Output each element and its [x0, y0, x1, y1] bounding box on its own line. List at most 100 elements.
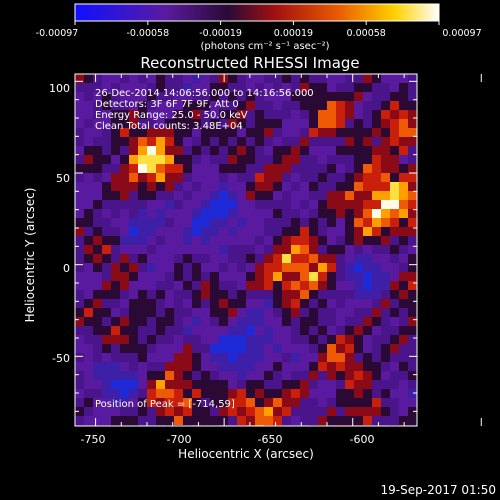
image-pixel — [183, 362, 193, 372]
image-pixel — [210, 272, 220, 282]
image-pixel — [165, 263, 175, 273]
image-pixel — [84, 92, 94, 102]
image-pixel — [390, 110, 400, 120]
image-pixel — [75, 191, 85, 201]
image-pixel — [264, 209, 274, 219]
image-pixel — [363, 344, 373, 354]
image-pixel — [408, 164, 417, 174]
image-pixel — [336, 209, 346, 219]
image-pixel — [282, 218, 292, 228]
image-pixel — [246, 182, 256, 192]
image-pixel — [255, 299, 265, 309]
image-pixel — [183, 191, 193, 201]
image-pixel — [75, 182, 85, 192]
image-pixel — [318, 380, 328, 390]
plot-frame — [74, 73, 418, 427]
image-pixel — [174, 173, 184, 183]
image-pixel — [183, 83, 193, 93]
image-pixel — [129, 191, 139, 201]
image-pixel — [300, 326, 310, 336]
image-pixel — [219, 92, 229, 102]
image-pixel — [273, 371, 283, 381]
image-pixel — [264, 92, 274, 102]
image-pixel — [120, 191, 130, 201]
image-pixel — [282, 317, 292, 327]
image-pixel — [75, 299, 85, 309]
x-axis-label: Heliocentric X (arcsec) — [178, 447, 314, 461]
image-pixel — [93, 353, 103, 363]
image-pixel — [354, 128, 364, 138]
image-pixel — [93, 173, 103, 183]
image-pixel — [192, 209, 202, 219]
image-pixel — [264, 110, 274, 120]
image-pixel — [129, 218, 139, 228]
image-pixel — [147, 371, 157, 381]
image-pixel — [147, 308, 157, 318]
image-pixel — [165, 110, 175, 120]
image-pixel — [282, 173, 292, 183]
image-pixel — [129, 416, 139, 426]
image-pixel — [93, 362, 103, 372]
image-pixel — [228, 398, 238, 408]
image-pixel — [228, 218, 238, 228]
image-pixel — [372, 218, 382, 228]
image-pixel — [336, 236, 346, 246]
image-pixel — [120, 254, 130, 264]
x-tick-label: -650 — [258, 433, 283, 446]
image-pixel — [390, 416, 400, 426]
image-pixel — [390, 398, 400, 408]
image-pixel — [300, 182, 310, 192]
image-pixel — [174, 164, 184, 174]
image-pixel — [264, 272, 274, 282]
image-pixel — [273, 209, 283, 219]
image-pixel — [102, 344, 112, 354]
image-pixel — [246, 128, 256, 138]
image-pixel — [354, 389, 364, 399]
image-pixel — [300, 173, 310, 183]
image-pixel — [318, 263, 328, 273]
image-pixel — [363, 335, 373, 345]
image-pixel — [363, 137, 373, 147]
image-pixel — [336, 335, 346, 345]
image-pixel — [390, 362, 400, 372]
image-pixel — [309, 128, 319, 138]
image-pixel — [201, 317, 211, 327]
image-pixel — [309, 263, 319, 273]
image-pixel — [237, 245, 247, 255]
image-pixel — [291, 245, 301, 255]
image-pixel — [399, 209, 409, 219]
image-pixel — [237, 254, 247, 264]
image-pixel — [363, 200, 373, 210]
image-pixel — [192, 83, 202, 93]
image-pixel — [408, 254, 417, 264]
image-pixel — [75, 353, 85, 363]
image-pixel — [84, 227, 94, 237]
image-pixel — [84, 119, 94, 129]
image-pixel — [210, 200, 220, 210]
image-annotations: 26-Dec-2014 14:06:56.000 to 14:16:56.000… — [95, 88, 314, 410]
image-pixel — [372, 146, 382, 156]
image-pixel — [228, 155, 238, 165]
image-pixel — [147, 272, 157, 282]
image-pixel — [381, 83, 391, 93]
image-pixel — [291, 236, 301, 246]
image-pixel — [336, 290, 346, 300]
image-pixel — [192, 416, 202, 426]
image-pixel — [282, 380, 292, 390]
image-pixel — [129, 164, 139, 174]
image-pixel — [120, 101, 130, 111]
image-pixel — [129, 155, 139, 165]
image-pixel — [345, 209, 355, 219]
image-pixel — [174, 74, 184, 84]
image-pixel — [75, 92, 85, 102]
image-pixel — [345, 353, 355, 363]
image-pixel — [390, 263, 400, 273]
image-pixel — [345, 362, 355, 372]
image-pixel — [165, 227, 175, 237]
image-pixel — [300, 200, 310, 210]
image-pixel — [192, 119, 202, 129]
image-pixel — [336, 344, 346, 354]
image-pixel — [129, 200, 139, 210]
image-pixel — [318, 353, 328, 363]
image-pixel — [228, 362, 238, 372]
